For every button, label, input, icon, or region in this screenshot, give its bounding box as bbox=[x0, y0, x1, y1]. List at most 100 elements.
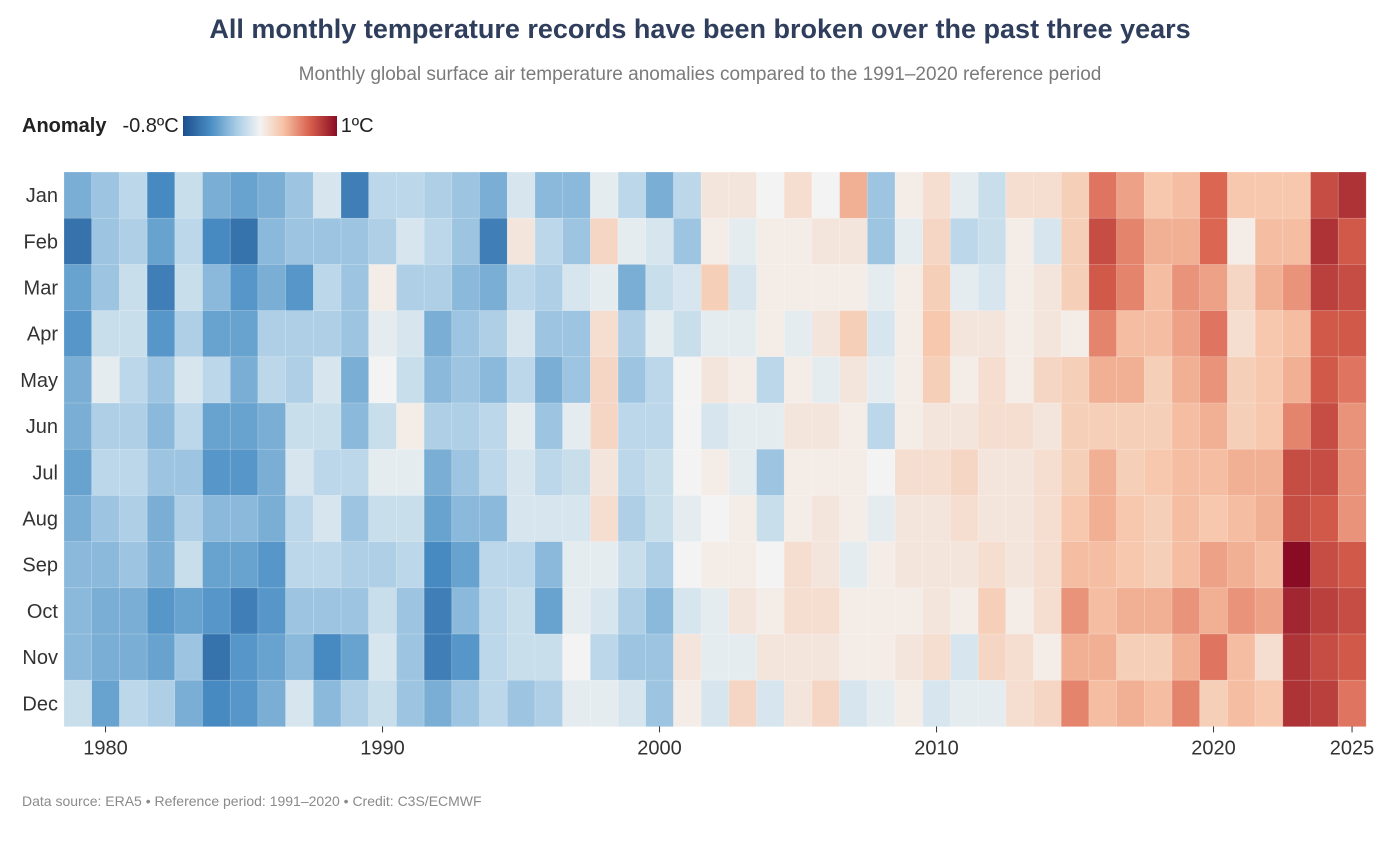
heatmap-cell-2003-feb bbox=[728, 217, 758, 265]
heatmap-cell-2007-apr bbox=[839, 310, 868, 358]
heatmap-cell-1988-jan bbox=[312, 171, 342, 219]
heatmap-cell-1985-feb bbox=[229, 217, 259, 265]
heatmap-cell-2018-dec bbox=[1144, 679, 1173, 728]
heatmap-cell-1979-jul bbox=[63, 448, 93, 497]
heatmap-cell-2006-mar bbox=[811, 264, 841, 312]
heatmap-cell-2020-aug bbox=[1199, 495, 1228, 543]
heatmap-cell-2003-dec bbox=[728, 679, 758, 728]
heatmap-cell-2012-sep bbox=[977, 541, 1007, 589]
heatmap-cell-1979-jan bbox=[63, 171, 93, 219]
heatmap-cell-2005-nov bbox=[783, 633, 813, 681]
heatmap-cell-2001-dec bbox=[673, 679, 702, 728]
heatmap-cell-1988-feb bbox=[312, 217, 342, 265]
heatmap-cell-1987-oct bbox=[285, 587, 314, 635]
heatmap-cell-2024-jan bbox=[1310, 171, 1339, 219]
heatmap-cell-2002-feb bbox=[700, 217, 730, 265]
heatmap-cell-1985-dec bbox=[229, 679, 259, 728]
heatmap-cell-1979-feb bbox=[63, 217, 93, 265]
heatmap-cell-1981-feb bbox=[119, 217, 148, 265]
heatmap-cell-2003-jun bbox=[728, 402, 758, 450]
heatmap-cell-1983-sep bbox=[174, 541, 204, 589]
heatmap-cell-2012-feb bbox=[977, 217, 1007, 265]
heatmap-cell-2000-aug bbox=[645, 495, 675, 543]
heatmap-cell-2023-jul bbox=[1282, 448, 1312, 497]
heatmap-cell-2009-oct bbox=[894, 587, 924, 635]
heatmap-cell-1987-jul bbox=[285, 448, 314, 497]
heatmap-cell-2014-dec bbox=[1033, 679, 1062, 728]
heatmap-cell-1984-dec bbox=[202, 679, 231, 728]
heatmap-cell-1999-may bbox=[617, 356, 647, 404]
heatmap-cell-2017-nov bbox=[1116, 633, 1145, 681]
heatmap-cell-2018-mar bbox=[1144, 264, 1173, 312]
heatmap-cell-1984-nov bbox=[202, 633, 231, 681]
heatmap-cell-2001-jul bbox=[673, 448, 702, 497]
heatmap-cell-2022-jun bbox=[1254, 402, 1284, 450]
heatmap-cell-2012-may bbox=[977, 356, 1007, 404]
heatmap-cell-2022-aug bbox=[1254, 495, 1284, 543]
heatmap-cell-2018-may bbox=[1144, 356, 1173, 404]
heatmap-cell-1983-oct bbox=[174, 587, 204, 635]
heatmap-cell-1989-feb bbox=[340, 217, 370, 265]
heatmap-cell-2015-may bbox=[1060, 356, 1090, 404]
heatmap-cell-1998-may bbox=[589, 356, 619, 404]
heatmap-cell-2024-nov bbox=[1310, 633, 1339, 681]
heatmap-cell-1982-jan bbox=[146, 171, 176, 219]
heatmap-cell-1980-jun bbox=[91, 402, 120, 450]
heatmap-cell-2002-jan bbox=[700, 171, 730, 219]
heatmap-cell-1997-feb bbox=[562, 217, 591, 265]
heatmap-cell-2018-jan bbox=[1144, 171, 1173, 219]
heatmap-cell-2010-jun bbox=[922, 402, 952, 450]
heatmap-cell-1987-nov bbox=[285, 633, 314, 681]
heatmap-cell-1980-may bbox=[91, 356, 120, 404]
heatmap-cell-1993-may bbox=[451, 356, 481, 404]
heatmap-cell-1982-apr bbox=[146, 310, 176, 358]
heatmap-cell-2017-oct bbox=[1116, 587, 1145, 635]
heatmap-cell-1998-feb bbox=[589, 217, 619, 265]
heatmap-cell-1992-oct bbox=[423, 587, 453, 635]
heatmap-cell-1994-aug bbox=[479, 495, 508, 543]
heatmap-cell-2002-dec bbox=[700, 679, 730, 728]
heatmap-cell-2017-jan bbox=[1116, 171, 1145, 219]
heatmap-cell-2015-sep bbox=[1060, 541, 1090, 589]
heatmap-cell-1990-feb bbox=[368, 217, 398, 265]
heatmap-cell-2023-dec bbox=[1282, 679, 1312, 728]
heatmap-cell-2019-mar bbox=[1171, 264, 1201, 312]
heatmap-cell-2021-apr bbox=[1227, 310, 1256, 358]
heatmap-cell-2017-aug bbox=[1116, 495, 1145, 543]
heatmap-cell-2006-jun bbox=[811, 402, 841, 450]
heatmap-cell-2022-mar bbox=[1254, 264, 1284, 312]
heatmap-cell-1992-jun bbox=[423, 402, 453, 450]
heatmap-cell-1987-jun bbox=[285, 402, 314, 450]
heatmap-cell-2006-jan bbox=[811, 171, 841, 219]
heatmap-cell-1982-oct bbox=[146, 587, 176, 635]
heatmap-cell-2004-dec bbox=[756, 679, 785, 728]
heatmap-cell-1999-jul bbox=[617, 448, 647, 497]
heatmap-cell-2018-sep bbox=[1144, 541, 1173, 589]
heatmap-cell-2009-jan bbox=[894, 171, 924, 219]
heatmap-cell-2023-nov bbox=[1282, 633, 1312, 681]
heatmap-cell-1996-jun bbox=[534, 402, 564, 450]
heatmap-cell-2008-aug bbox=[866, 495, 896, 543]
heatmap-cell-1988-nov bbox=[312, 633, 342, 681]
heatmap-cell-1981-may bbox=[119, 356, 148, 404]
heatmap-cell-1996-oct bbox=[534, 587, 564, 635]
heatmap-cell-1985-sep bbox=[229, 541, 259, 589]
heatmap-cell-2016-jul bbox=[1088, 448, 1118, 497]
heatmap-cell-2017-may bbox=[1116, 356, 1145, 404]
heatmap-cell-2011-jul bbox=[950, 448, 979, 497]
heatmap-cell-1986-may bbox=[257, 356, 287, 404]
heatmap-cell-2001-mar bbox=[673, 264, 702, 312]
heatmap-cell-2008-dec bbox=[866, 679, 896, 728]
heatmap-cell-1991-mar bbox=[396, 264, 425, 312]
heatmap-cell-2021-may bbox=[1227, 356, 1256, 404]
heatmap-cell-1992-nov bbox=[423, 633, 453, 681]
heatmap-cell-1998-jun bbox=[589, 402, 619, 450]
heatmap-cell-2020-jun bbox=[1199, 402, 1228, 450]
heatmap-cell-2006-nov bbox=[811, 633, 841, 681]
heatmap-cell-2023-sep bbox=[1282, 541, 1312, 589]
heatmap-cell-2019-feb bbox=[1171, 217, 1201, 265]
heatmap-cell-1986-oct bbox=[257, 587, 287, 635]
heatmap-cell-2010-jul bbox=[922, 448, 952, 497]
heatmap-cell-1993-jun bbox=[451, 402, 481, 450]
heatmap-cell-2000-jan bbox=[645, 171, 675, 219]
